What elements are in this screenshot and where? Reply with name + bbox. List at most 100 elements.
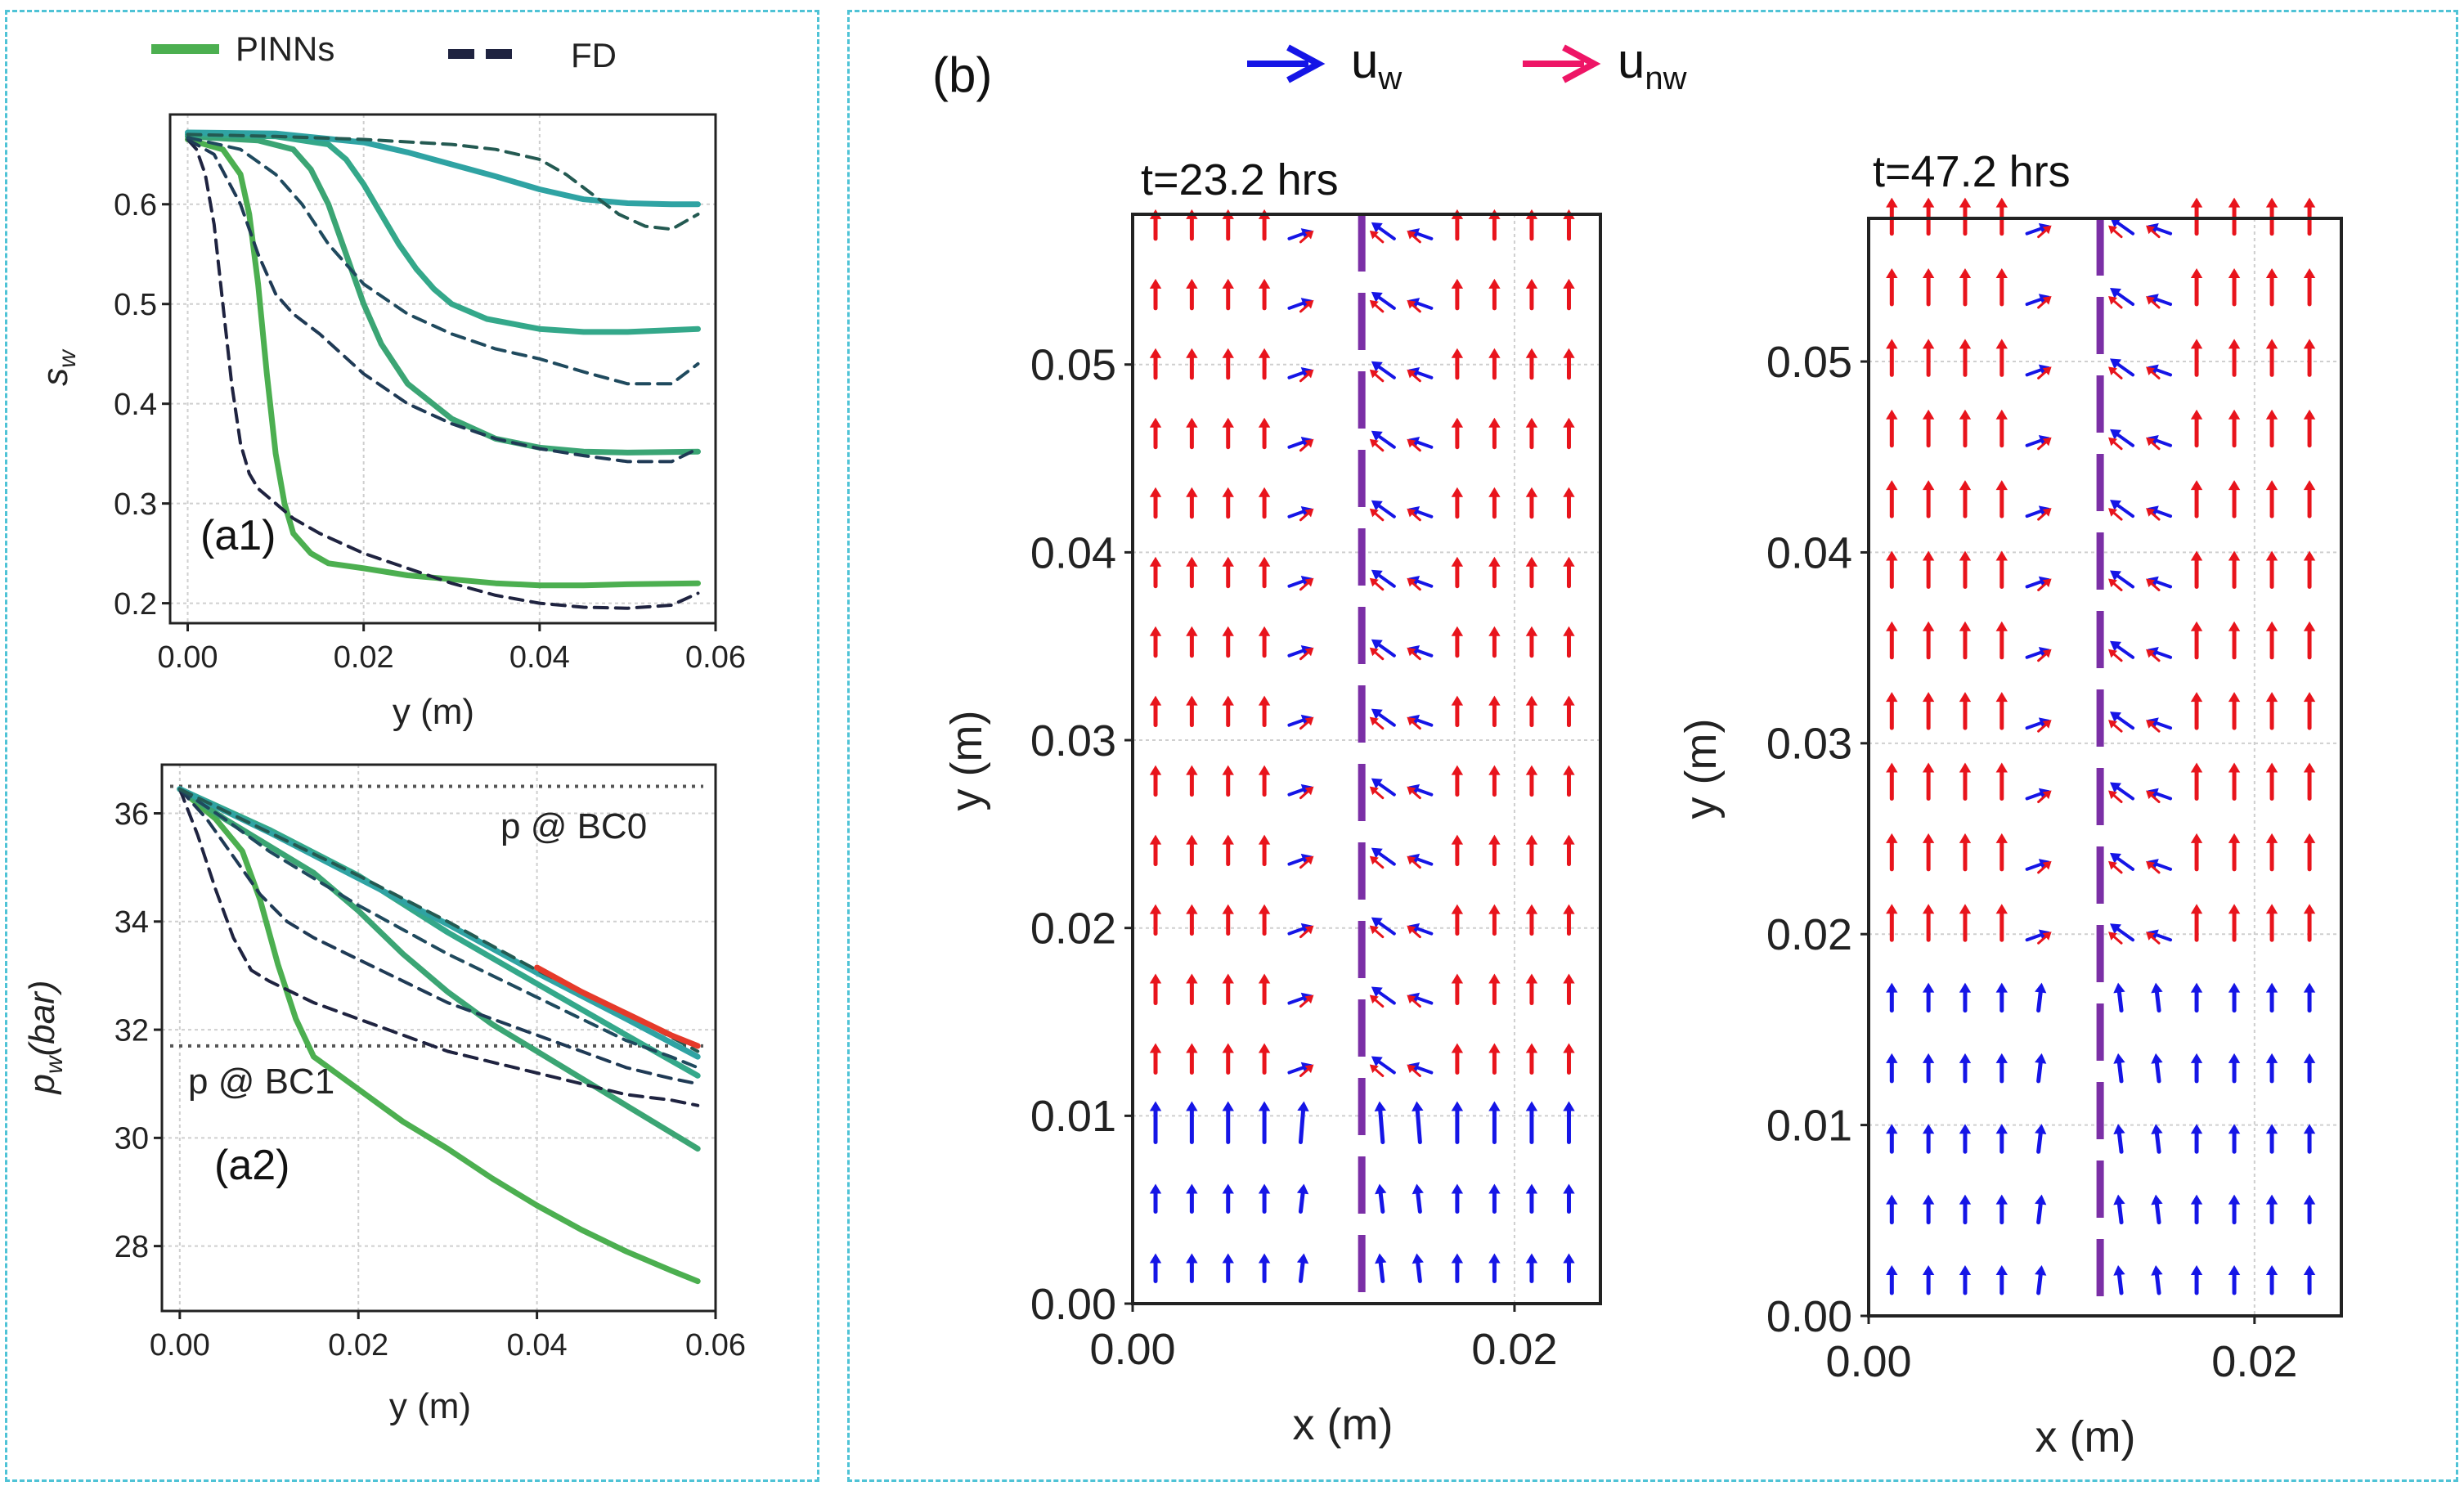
a2-plot-frame xyxy=(160,763,717,1313)
b2-uw-arrow-head xyxy=(1886,1124,1898,1134)
b2-uw-arrow-head xyxy=(1959,982,1972,993)
b1-ytick-label: 0.04 xyxy=(1030,528,1116,577)
b2-uw-arrow-head xyxy=(1886,1264,1898,1275)
b1-unw-arrow-head xyxy=(1222,487,1234,497)
b2-uw-arrow-head xyxy=(2265,1264,2278,1275)
b1-uw-arrow-head xyxy=(1258,1253,1271,1264)
b2-unw-arrow-head xyxy=(1886,268,1898,279)
b2-unw-arrow-head xyxy=(2108,366,2118,376)
b1-unw-arrow-head xyxy=(1149,556,1162,567)
b2-unw-arrow-head xyxy=(2303,268,2316,279)
b1-uw-arrow-head xyxy=(1525,1101,1538,1111)
b2-unw-arrow-head xyxy=(2265,762,2278,773)
b1-uw-arrow-head xyxy=(1371,569,1383,581)
b1-unw-arrow-head xyxy=(1222,834,1234,845)
b1-unw-arrow-head xyxy=(1222,626,1234,636)
b1-title: t=23.2 hrs xyxy=(1141,155,1339,204)
b2-uw-arrow-head xyxy=(2303,1194,2316,1205)
b1-uw-arrow-head xyxy=(1371,639,1383,650)
b2-uw-arrow-head xyxy=(1886,1194,1898,1205)
b1-uw-arrow-head xyxy=(1296,1253,1309,1264)
a2-xtick-label: 0.06 xyxy=(685,1328,746,1363)
b2-uw-arrow-head xyxy=(1959,1194,1972,1205)
b1-ytick-label: 0.03 xyxy=(1030,716,1116,765)
b2-unw-arrow-head xyxy=(2265,339,2278,349)
b1-unw-arrow-head xyxy=(1563,695,1575,706)
b2-unw-arrow-head xyxy=(2265,833,2278,843)
b2-unw-arrow-head xyxy=(1959,268,1972,279)
b1-unw-arrow-head xyxy=(1186,417,1198,428)
b2-unw-arrow-head xyxy=(1959,550,1972,561)
b1-unw-arrow-head xyxy=(1451,695,1464,706)
b1-unw-arrow-head xyxy=(1407,994,1416,1004)
b2-unw-arrow-head xyxy=(1922,409,1935,420)
b2-unw-arrow-head xyxy=(2190,339,2203,349)
b2-unw-arrow-head xyxy=(2303,833,2316,843)
a1-series-fd-t3 xyxy=(186,136,700,386)
b1-unw-arrow-head xyxy=(1525,765,1538,775)
b2-unw-arrow-head xyxy=(1886,409,1898,420)
a2-series-boundary xyxy=(534,964,701,1049)
b1-unw-arrow-head xyxy=(1258,695,1271,706)
b1-uw-arrow-head xyxy=(1297,1101,1309,1112)
b1-unw-arrow-head xyxy=(1186,973,1198,984)
b2-unw-arrow-head xyxy=(2146,508,2156,517)
b2-unw-arrow-head xyxy=(1995,904,2008,914)
b1-unw-arrow-head xyxy=(1488,973,1501,984)
b2-unw-arrow-head xyxy=(2228,409,2241,420)
b1-xtick-label: 0.00 xyxy=(1089,1325,1175,1374)
b2-xlabel: x (m) xyxy=(2035,1412,2136,1461)
b1-unw-arrow-head xyxy=(1407,230,1416,240)
b1-ylabel: y (m) xyxy=(942,711,991,811)
b2-unw-arrow-head xyxy=(2146,649,2156,658)
b2-unw-arrow-head xyxy=(2190,550,2203,561)
b2-unw-arrow-head xyxy=(1995,692,2008,703)
b1-ytick-label: 0.02 xyxy=(1030,905,1116,954)
b1-uw-arrow-head xyxy=(1186,1253,1198,1264)
b2-unw-arrow-head xyxy=(1995,339,2008,349)
b1-unw-arrow-head xyxy=(1186,556,1198,567)
b1-unw-arrow-head xyxy=(1407,369,1416,379)
b1-unw-arrow-head xyxy=(1149,1043,1162,1053)
b1-unw-arrow-head xyxy=(1304,369,1314,379)
b1-unw-arrow-head xyxy=(1488,556,1501,567)
b1-unw-arrow-head xyxy=(1222,765,1234,775)
b1-unw-arrow-head xyxy=(1451,487,1464,497)
b2-uw-arrow-head xyxy=(2190,1264,2203,1275)
b2-unw-arrow-head xyxy=(2265,480,2278,491)
b1-unw-arrow-head xyxy=(1186,765,1198,775)
b2-uw-arrow-head xyxy=(2151,982,2163,994)
b1-unw-arrow-head xyxy=(1222,695,1234,706)
b2-uw-arrow-head xyxy=(2110,923,2122,935)
b2-uw-arrow-head xyxy=(2303,1124,2316,1134)
b1-uw-arrow-head xyxy=(1296,1183,1309,1195)
b1-uw-arrow-head xyxy=(1488,1101,1501,1111)
b1-uw-arrow-head xyxy=(1563,1101,1575,1111)
b2-unw-arrow-head xyxy=(2190,480,2203,491)
legend-pinns-label: PINNs xyxy=(236,29,334,68)
b2-uw-arrow-head xyxy=(2151,1053,2163,1064)
b1-unw-arrow-head xyxy=(1369,577,1379,587)
b2-unw-arrow-head xyxy=(2190,833,2203,843)
b1-unw-arrow-head xyxy=(1222,278,1234,289)
b2-unw-arrow-head xyxy=(2108,437,2118,447)
b2-unw-arrow-head xyxy=(1922,833,1935,843)
b2-uw-arrow-head xyxy=(1922,1194,1935,1205)
b2-unw-arrow-head xyxy=(2303,904,2316,914)
b1-unw-arrow-head xyxy=(1525,348,1538,358)
b1-uw-arrow-head xyxy=(1371,430,1383,442)
b2-uw-arrow-head xyxy=(1959,1124,1972,1134)
b1-xtick-label: 0.02 xyxy=(1471,1325,1557,1374)
a2-ytick-label: 34 xyxy=(114,905,149,940)
b2-unw-arrow-head xyxy=(2190,409,2203,420)
b2-unw-arrow-head xyxy=(1959,833,1972,843)
b2-uw-arrow-head xyxy=(2113,1053,2125,1064)
b2-uw-arrow-head xyxy=(2190,1053,2203,1063)
b1-unw-arrow-head xyxy=(1525,487,1538,497)
a2-xtick-label: 0.04 xyxy=(507,1328,568,1363)
b1-uw-arrow-head xyxy=(1451,1183,1464,1194)
a1-series-pinns-t1 xyxy=(185,137,701,589)
b2-unw-arrow-head xyxy=(1886,480,1898,491)
b1-unw-arrow-head xyxy=(1451,1043,1464,1053)
b2-unw-arrow-head xyxy=(2108,790,2118,800)
